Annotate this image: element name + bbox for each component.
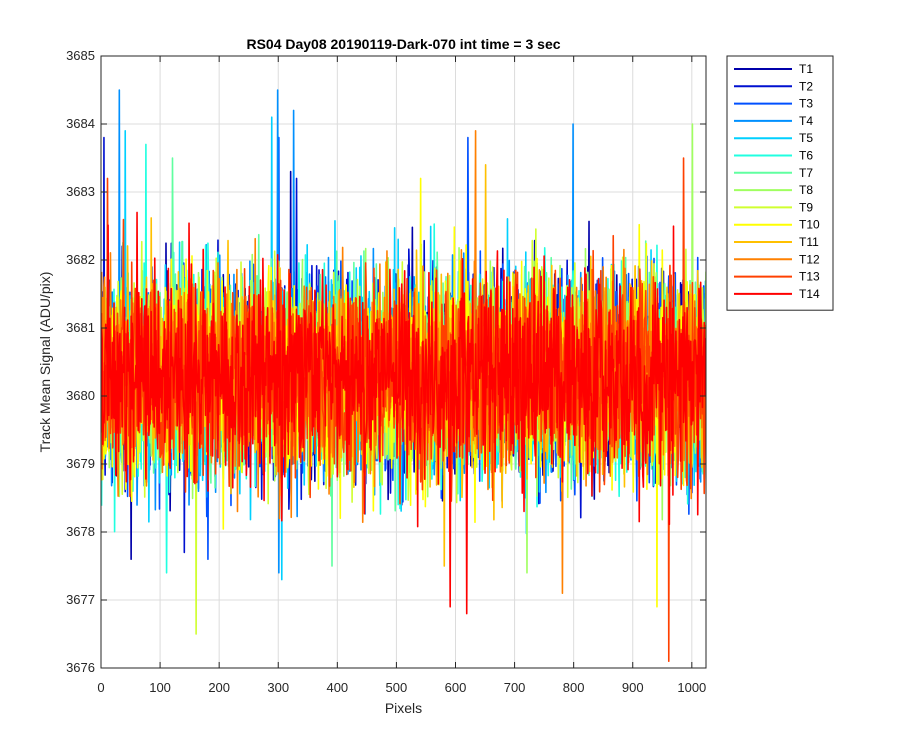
chart-title: RS04 Day08 20190119-Dark-070 int time = … [246,36,560,52]
legend-label-t1: T1 [799,62,813,76]
x-tick-label: 700 [504,680,526,695]
y-tick-label: 3679 [66,456,95,471]
legend-label-t2: T2 [799,79,813,93]
legend-label-t11: T11 [799,235,819,249]
legend-label-t6: T6 [799,149,813,163]
legend: T1 T2 T3 T4 T5 T6 T7 T8 T9 T10 T11 T12 T13 T14 [726,55,834,311]
x-tick-label: 100 [149,680,171,695]
x-tick-label: 1000 [677,680,706,695]
x-tick-label: 600 [445,680,467,695]
y-tick-label: 3678 [66,524,95,539]
x-tick-label: 900 [622,680,644,695]
y-tick-label: 3677 [66,592,95,607]
legend-label-t7: T7 [799,166,813,180]
x-axis-label: Pixels [385,700,422,716]
legend-box [726,55,834,311]
y-tick-label: 3683 [66,184,95,199]
legend-label-t5: T5 [799,131,813,145]
y-tick-label: 3682 [66,252,95,267]
legend-label-t14: T14 [799,287,820,301]
legend-label-t9: T9 [799,200,813,214]
y-tick-label: 3676 [66,660,95,675]
legend-label-t4: T4 [799,114,813,128]
axes-frame [100,55,707,669]
legend-label-t3: T3 [799,97,813,111]
x-tick-label: 300 [267,680,289,695]
x-tick-label: 800 [563,680,585,695]
x-tick-label: 500 [386,680,408,695]
x-tick-label: 400 [326,680,348,695]
y-tick-label: 3684 [66,116,95,131]
legend-label-t13: T13 [799,270,820,284]
y-tick-label: 3681 [66,320,95,335]
y-tick-labels: 3676 3677 3678 3679 3680 3681 3682 3683 3684 3685 [66,48,95,675]
x-tick-labels: 0 100 200 300 400 500 600 700 800 900 1000 [97,680,706,695]
plot-lines [101,89,706,662]
y-axis-label: Track Mean Signal (ADU/pix) [37,272,53,453]
legend-label-t8: T8 [799,183,813,197]
legend-label-t12: T12 [799,252,820,266]
x-tick-label: 0 [97,680,104,695]
x-tick-label: 200 [208,680,230,695]
series-line-t14 [101,211,706,615]
y-tick-label: 3685 [66,48,95,63]
y-tick-label: 3680 [66,388,95,403]
legend-label-t10: T10 [799,218,820,232]
tick-marks [100,55,706,669]
